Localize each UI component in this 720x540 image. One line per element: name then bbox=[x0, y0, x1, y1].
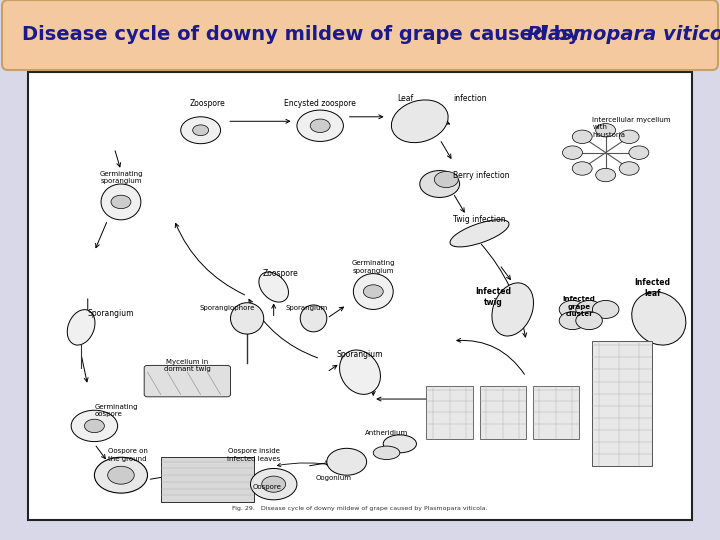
Circle shape bbox=[595, 168, 616, 182]
Ellipse shape bbox=[373, 446, 400, 460]
Circle shape bbox=[559, 312, 586, 329]
Circle shape bbox=[619, 162, 639, 175]
Text: Germinating
sporangium: Germinating sporangium bbox=[351, 260, 395, 274]
Ellipse shape bbox=[300, 305, 327, 332]
Ellipse shape bbox=[67, 309, 95, 345]
Text: Sporangiophore: Sporangiophore bbox=[199, 305, 255, 311]
Text: Oospore inside
infected leaves: Oospore inside infected leaves bbox=[227, 448, 280, 462]
Circle shape bbox=[629, 146, 649, 159]
FancyBboxPatch shape bbox=[426, 386, 473, 440]
FancyBboxPatch shape bbox=[28, 72, 692, 520]
Text: Germinating
sporangium: Germinating sporangium bbox=[99, 171, 143, 184]
Text: Leaf: Leaf bbox=[397, 94, 413, 103]
Text: Intercellular mycelium
with
houstoria: Intercellular mycelium with houstoria bbox=[593, 117, 671, 138]
Text: Sporangium: Sporangium bbox=[286, 305, 328, 311]
Circle shape bbox=[94, 457, 148, 493]
Ellipse shape bbox=[230, 303, 264, 334]
Circle shape bbox=[364, 285, 383, 298]
Circle shape bbox=[327, 448, 366, 475]
Circle shape bbox=[595, 124, 616, 137]
Text: Oospore: Oospore bbox=[253, 484, 282, 490]
Circle shape bbox=[310, 119, 330, 132]
Circle shape bbox=[593, 300, 619, 319]
Circle shape bbox=[619, 130, 639, 144]
Text: Infected
leaf: Infected leaf bbox=[634, 278, 670, 298]
Text: Sporangium: Sporangium bbox=[88, 309, 134, 319]
Text: infection: infection bbox=[453, 94, 487, 103]
Circle shape bbox=[559, 300, 586, 319]
Ellipse shape bbox=[259, 272, 289, 302]
Circle shape bbox=[572, 130, 592, 144]
FancyBboxPatch shape bbox=[533, 386, 579, 440]
FancyBboxPatch shape bbox=[144, 366, 230, 397]
Text: Oospore on
the ground: Oospore on the ground bbox=[108, 448, 148, 462]
Text: Zoospore: Zoospore bbox=[263, 269, 298, 278]
Ellipse shape bbox=[392, 100, 448, 143]
Text: Oogonium: Oogonium bbox=[315, 475, 351, 481]
Text: Twig infection: Twig infection bbox=[453, 215, 505, 224]
FancyBboxPatch shape bbox=[2, 0, 718, 70]
Text: Infected
grape
cluster: Infected grape cluster bbox=[563, 296, 595, 317]
Text: Sporangium: Sporangium bbox=[337, 350, 383, 359]
Ellipse shape bbox=[450, 220, 509, 247]
Circle shape bbox=[181, 117, 220, 144]
FancyBboxPatch shape bbox=[480, 386, 526, 440]
Circle shape bbox=[262, 476, 286, 492]
Circle shape bbox=[562, 146, 582, 159]
Circle shape bbox=[297, 110, 343, 141]
Ellipse shape bbox=[354, 274, 393, 309]
Ellipse shape bbox=[101, 184, 141, 220]
Ellipse shape bbox=[383, 435, 416, 453]
Text: Antheridium: Antheridium bbox=[365, 430, 408, 436]
Ellipse shape bbox=[587, 7, 697, 97]
Circle shape bbox=[71, 410, 117, 442]
Text: Plasmopara viticola: Plasmopara viticola bbox=[527, 25, 720, 44]
Circle shape bbox=[193, 125, 209, 136]
Text: Infected
twig: Infected twig bbox=[474, 287, 510, 307]
Ellipse shape bbox=[340, 350, 380, 394]
Ellipse shape bbox=[631, 292, 686, 345]
Text: Mycelium in
dormant twig: Mycelium in dormant twig bbox=[164, 359, 211, 372]
Circle shape bbox=[434, 172, 458, 187]
Circle shape bbox=[576, 312, 603, 329]
Circle shape bbox=[108, 466, 134, 484]
FancyBboxPatch shape bbox=[161, 457, 253, 502]
Text: Encysted zoospore: Encysted zoospore bbox=[284, 99, 356, 108]
Circle shape bbox=[572, 162, 592, 175]
Circle shape bbox=[420, 171, 459, 198]
Text: Berry infection: Berry infection bbox=[453, 171, 510, 180]
Text: Germinating
oospore: Germinating oospore bbox=[94, 403, 138, 417]
Text: Zoospore: Zoospore bbox=[189, 99, 225, 108]
Text: Disease cycle of downy mildew of grape caused by: Disease cycle of downy mildew of grape c… bbox=[22, 25, 587, 44]
FancyBboxPatch shape bbox=[593, 341, 652, 466]
Ellipse shape bbox=[492, 283, 534, 336]
Circle shape bbox=[251, 469, 297, 500]
Circle shape bbox=[84, 419, 104, 433]
Ellipse shape bbox=[23, 7, 133, 97]
Circle shape bbox=[576, 300, 603, 319]
Circle shape bbox=[111, 195, 131, 208]
Text: Fig. 29.   Disease cycle of downy mildew of grape caused by Plasmopara viticola.: Fig. 29. Disease cycle of downy mildew o… bbox=[232, 506, 488, 511]
